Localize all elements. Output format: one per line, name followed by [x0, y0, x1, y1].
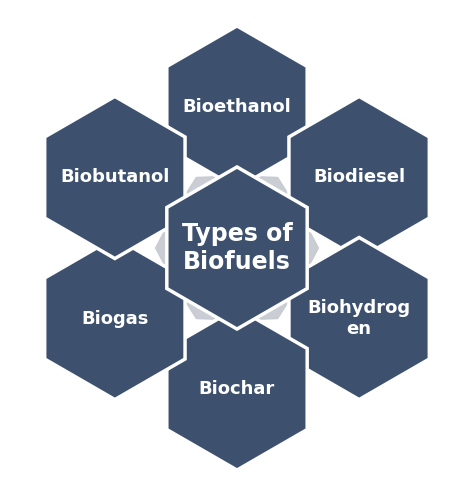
Polygon shape [300, 212, 319, 284]
Polygon shape [45, 96, 185, 258]
Polygon shape [155, 212, 174, 284]
Polygon shape [174, 284, 237, 320]
Text: Biohydrog
en: Biohydrog en [308, 299, 410, 338]
Text: Types of
Biofuels: Types of Biofuels [182, 222, 292, 274]
Text: Biochar: Biochar [199, 380, 275, 398]
Text: Biodiesel: Biodiesel [313, 169, 405, 186]
Polygon shape [45, 238, 185, 400]
Polygon shape [289, 238, 429, 400]
Polygon shape [167, 26, 307, 188]
Polygon shape [174, 176, 237, 212]
Polygon shape [167, 308, 307, 470]
Polygon shape [237, 284, 300, 320]
Polygon shape [289, 96, 429, 258]
Text: Biobutanol: Biobutanol [60, 169, 170, 186]
Text: Biogas: Biogas [81, 310, 148, 327]
Polygon shape [237, 176, 300, 212]
Polygon shape [167, 167, 307, 329]
Text: Bioethanol: Bioethanol [182, 98, 292, 116]
